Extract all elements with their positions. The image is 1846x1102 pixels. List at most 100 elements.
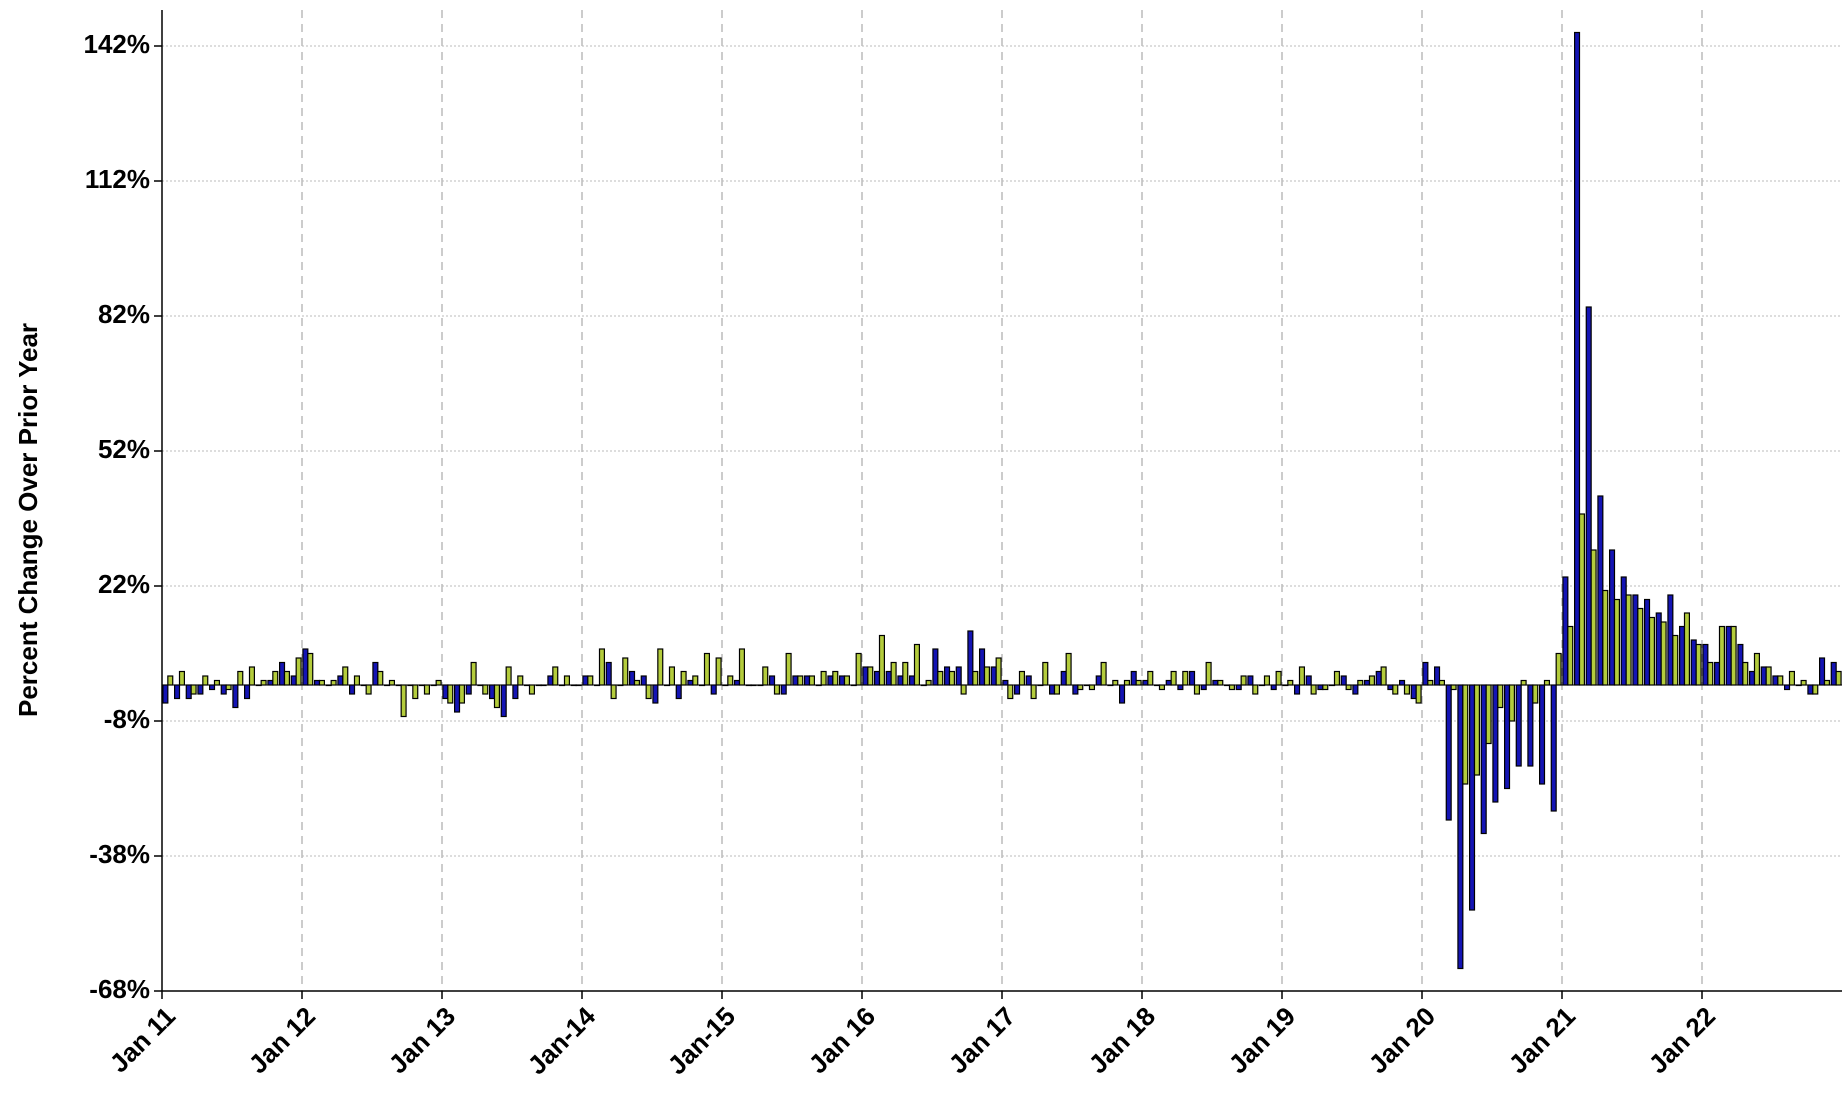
- bar: [645, 684, 652, 700]
- bar: [937, 670, 944, 686]
- bar: [1492, 684, 1499, 803]
- bar: [1672, 634, 1679, 686]
- bar: [1002, 679, 1009, 686]
- bar: [1240, 675, 1247, 686]
- bar: [377, 670, 384, 686]
- bar: [482, 684, 489, 695]
- bar: [1013, 684, 1021, 695]
- bar: [1562, 576, 1569, 686]
- bar: [675, 684, 682, 700]
- y-tick-label: 82%: [98, 299, 150, 329]
- bar: [978, 648, 986, 686]
- bar: [640, 675, 647, 686]
- bar: [279, 661, 286, 686]
- bar: [932, 648, 939, 686]
- bar: [1742, 661, 1749, 686]
- bar: [237, 670, 244, 686]
- bar: [878, 634, 886, 686]
- bar: [1340, 675, 1347, 686]
- bar: [785, 652, 792, 686]
- bar: [272, 670, 279, 686]
- bar: [1485, 684, 1492, 745]
- bar: [442, 684, 449, 700]
- bar: [470, 661, 477, 686]
- bar: [190, 684, 197, 695]
- bar: [1538, 684, 1546, 785]
- bar: [1077, 684, 1084, 691]
- bar: [342, 666, 349, 686]
- bar: [687, 679, 694, 686]
- bar: [1527, 684, 1534, 767]
- bar: [1772, 675, 1779, 686]
- bar: [1433, 666, 1441, 686]
- bar: [773, 684, 781, 695]
- bar: [167, 675, 174, 686]
- bar: [1473, 684, 1481, 776]
- bar: [1352, 684, 1359, 695]
- bar: [1095, 675, 1102, 686]
- bar: [1608, 549, 1616, 686]
- bar: [1042, 661, 1049, 686]
- bar: [330, 679, 337, 686]
- bar: [197, 684, 204, 695]
- bar: [838, 675, 846, 686]
- bar: [598, 648, 606, 686]
- bar: [1188, 670, 1196, 686]
- bar: [318, 679, 326, 686]
- y-tick-label: -38%: [89, 839, 150, 869]
- bar: [1800, 679, 1807, 686]
- bar: [797, 675, 804, 686]
- bar: [768, 675, 776, 686]
- bar: [1450, 684, 1457, 691]
- bar: [1578, 513, 1586, 686]
- bar: [260, 679, 267, 686]
- bar: [372, 661, 379, 686]
- bar: [1695, 643, 1702, 686]
- bar: [1632, 594, 1639, 686]
- bar: [862, 666, 869, 686]
- bar: [213, 679, 221, 686]
- bar: [528, 684, 536, 695]
- bar: [1590, 549, 1597, 686]
- bar: [995, 657, 1002, 686]
- bar: [832, 670, 839, 686]
- bar: [1403, 684, 1411, 695]
- bar: [1018, 670, 1026, 686]
- bar: [972, 670, 979, 686]
- bar: [178, 670, 186, 686]
- bar: [1100, 661, 1107, 686]
- bar: [423, 684, 431, 695]
- bar: [1613, 598, 1621, 686]
- x-tick-label: Jan 11: [104, 1001, 181, 1078]
- bar: [762, 666, 769, 686]
- bar: [1293, 684, 1301, 695]
- bar: [885, 670, 892, 686]
- x-tick-label: Jan 17: [943, 1001, 1021, 1079]
- bar: [185, 684, 192, 700]
- bar: [1398, 679, 1406, 686]
- bar: [827, 675, 834, 686]
- bar: [1287, 679, 1294, 686]
- bar: [1072, 684, 1079, 695]
- bar: [1503, 684, 1511, 790]
- x-tick-label: Jan-15: [662, 1001, 741, 1080]
- y-tick-label: -8%: [104, 704, 150, 734]
- bar: [990, 666, 997, 686]
- bar: [302, 648, 309, 686]
- y-tick-label: 22%: [98, 569, 150, 599]
- bar: [1123, 679, 1131, 686]
- bar: [435, 679, 442, 686]
- bar: [1252, 684, 1259, 695]
- bar: [1368, 675, 1376, 686]
- bar: [1683, 612, 1691, 686]
- bar: [1263, 675, 1271, 686]
- bar: [1602, 589, 1609, 686]
- bar: [1468, 684, 1476, 911]
- bar: [967, 630, 974, 686]
- bar: [447, 684, 454, 704]
- bar: [867, 666, 874, 686]
- y-axis-label: Percent Change Over Prior Year: [13, 323, 43, 717]
- bar: [1333, 670, 1341, 686]
- bar: [1270, 684, 1277, 691]
- bar: [458, 684, 466, 704]
